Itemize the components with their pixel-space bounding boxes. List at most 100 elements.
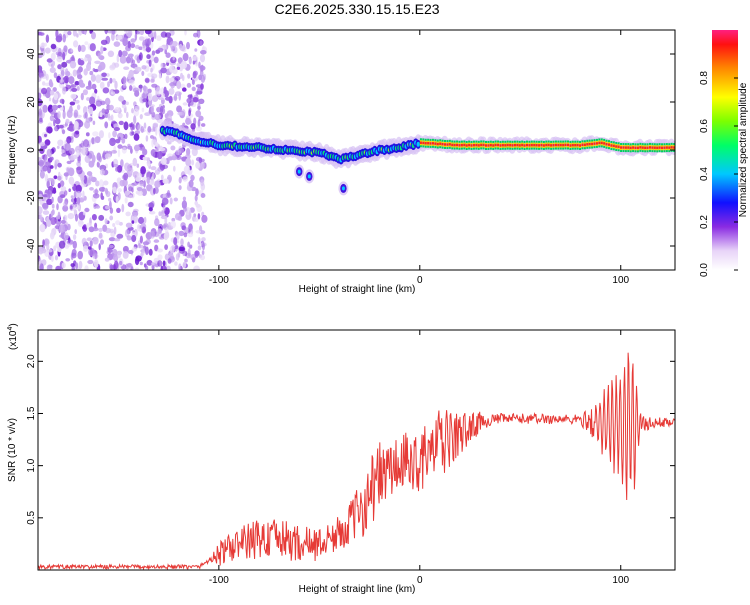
spectrogram-ridge-cell (612, 144, 615, 148)
spectrogram-noise-cell (197, 245, 202, 251)
spectrogram-noise-cell (163, 232, 169, 241)
spectrogram-noise-cell (187, 232, 194, 238)
spectrogram-noise-cell (82, 89, 88, 96)
spectrogram-noise-cell (86, 97, 90, 101)
spectrogram-noise-cell (47, 177, 54, 182)
colorbar-tick-label: 0.2 (699, 215, 710, 229)
spectrogram-noise-cell (92, 68, 96, 72)
spectrogram-noise-cell (116, 35, 123, 40)
spectrogram-noise-cell (63, 201, 68, 208)
spectrogram-noise-cell (92, 227, 99, 232)
spectrogram-noise-cell (149, 230, 156, 239)
spectrogram-noise-cell (139, 261, 143, 266)
spectrogram-noise-cell (109, 137, 116, 147)
spectrogram-noise-cell (50, 52, 56, 61)
spectrogram-noise-cell (171, 217, 176, 222)
spectrogram-noise-cell (53, 72, 58, 79)
spectrogram-noise-cell (138, 36, 145, 41)
spectrogram-noise-cell (82, 190, 85, 200)
spectrogram-noise-cell (112, 223, 116, 227)
spectrogram-noise-cell (92, 131, 99, 137)
spectrogram-noise-cell (46, 148, 53, 158)
spectrogram-noise-cell (132, 157, 138, 167)
spectrogram-noise-cell (76, 161, 82, 167)
spectrogram-noise-cell (104, 30, 108, 35)
spectrogram-noise-cell (68, 155, 76, 161)
spectrogram-noise-cell (163, 86, 167, 95)
spectrogram-noise-cell (195, 188, 199, 197)
spectrogram-noise-cell (178, 92, 181, 101)
spectrogram-noise-cell (71, 178, 74, 188)
spectrogram-ridge-cell (661, 146, 664, 149)
spectrogram-noise-cell (178, 263, 182, 270)
spectrogram-noise-cell (108, 228, 115, 234)
spectrogram-noise-cell (65, 118, 70, 124)
snr-ytick-label: 2.0 (26, 354, 37, 368)
spectrogram-noise-cell (188, 179, 194, 188)
spectrogram-noise-cell (49, 115, 55, 122)
spectrogram-noise-cell (136, 163, 140, 168)
spectrogram-noise-cell (46, 219, 52, 227)
spectrogram-noise-cell (125, 211, 131, 217)
spectrogram-noise-cell (91, 137, 95, 145)
spectrogram-noise-cell (113, 163, 119, 168)
spectrogram-noise-cell (165, 75, 170, 84)
spectrogram-noise-cell (83, 68, 88, 76)
spectrogram-noise-cell (182, 196, 186, 201)
spectrogram-noise-cell (133, 133, 140, 141)
spectrogram-noise-cell (127, 145, 133, 150)
spectrogram-noise-cell (129, 131, 134, 137)
spectrogram-noise-cell (185, 117, 191, 125)
spectrogram-noise-cell (113, 89, 120, 94)
spectrogram-ridge-cell (579, 144, 582, 147)
spectrogram-ridge-cell (448, 143, 451, 146)
spectrogram-noise-cell (98, 227, 103, 232)
spectrogram-noise-cell (80, 92, 84, 101)
spectrogram-noise-cell (127, 73, 132, 80)
spectrogram-noise-cell (81, 146, 88, 156)
spectrogram-noise-cell (199, 54, 206, 63)
spectrogram-ridge-cell (480, 143, 483, 147)
spectrogram-ridge-cell (538, 144, 541, 147)
spectrogram-noise-cell (77, 205, 80, 210)
spectrogram-ridge-cell (487, 144, 490, 147)
spectrogram-noise-cell (160, 174, 164, 181)
spectrogram-noise-cell (143, 216, 147, 224)
spectrogram-noise-cell (68, 167, 75, 177)
spectrogram-ridge-cell (460, 143, 463, 147)
snr-xtick-label: 100 (612, 575, 629, 586)
spectrogram-noise-cell (152, 150, 156, 158)
spectrogram-noise-cell (51, 203, 55, 209)
spectrogram-noise-cell (78, 260, 83, 270)
spectrogram-noise-cell (77, 250, 83, 260)
spectrogram-noise-cell (153, 239, 160, 243)
spectrogram-noise-cell (173, 197, 178, 202)
spectrogram-ridge-cell (427, 142, 430, 145)
spectrogram-noise-cell (134, 44, 140, 49)
spectrogram-noise-cell (135, 255, 142, 262)
spectrogram-ridge-cell (593, 142, 596, 145)
spectrogram-ridge-cell (499, 144, 502, 147)
spectrogram-ridge-cell (603, 142, 606, 145)
spectrogram-noise-cell (130, 266, 134, 270)
spectrogram-noise-cell (107, 113, 111, 119)
spectrogram-noise-cell (88, 96, 96, 105)
spectrogram-ridge-cell (607, 143, 610, 146)
spectrogram-noise-cell (49, 89, 55, 96)
spectrogram-noise-cell (189, 244, 193, 249)
spectrogram-ytick-label: -40 (26, 238, 37, 253)
spectrogram-noise-cell (160, 92, 165, 98)
spectrogram-noise-cell (109, 77, 113, 84)
spectrogram-noise-cell (145, 135, 149, 142)
spectrogram-noise-cell (184, 30, 187, 36)
spectrogram-noise-cell (89, 187, 94, 191)
spectrogram-noise-cell (191, 257, 196, 263)
spectrogram-noise-cell (118, 50, 123, 58)
spectrogram-noise-cell (124, 229, 130, 238)
spectrogram-noise-cell (192, 71, 197, 79)
spectrogram-ridge-cell (468, 143, 471, 147)
spectrogram-noise-cell (164, 49, 167, 55)
spectrogram-noise-cell (73, 123, 79, 131)
spectrogram-noise-cell (61, 61, 68, 68)
spectrogram-noise-cell (54, 118, 61, 125)
